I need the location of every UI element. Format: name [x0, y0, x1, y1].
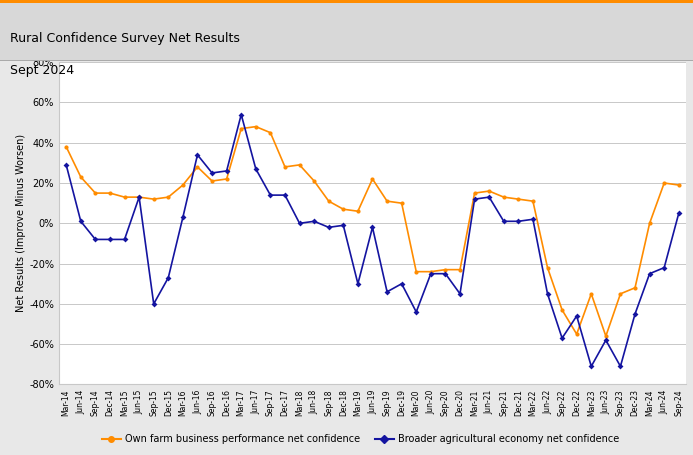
Broader agricultural economy net confidence: [91, 237, 100, 242]
Own farm business performance net confidence: [427, 269, 435, 274]
Broader agricultural economy net confidence: [383, 289, 392, 294]
Broader agricultural economy net confidence: [281, 192, 289, 198]
Broader agricultural economy net confidence: [441, 271, 450, 276]
Broader agricultural economy net confidence: [543, 291, 552, 297]
Own farm business performance net confidence: [222, 176, 231, 182]
Own farm business performance net confidence: [660, 180, 668, 186]
Broader agricultural economy net confidence: [266, 192, 274, 198]
Broader agricultural economy net confidence: [456, 291, 464, 297]
Own farm business performance net confidence: [266, 130, 274, 136]
Own farm business performance net confidence: [398, 201, 406, 206]
Own farm business performance net confidence: [150, 197, 158, 202]
Broader agricultural economy net confidence: [135, 194, 143, 200]
Own farm business performance net confidence: [485, 188, 493, 194]
Broader agricultural economy net confidence: [208, 170, 216, 176]
Broader agricultural economy net confidence: [324, 225, 333, 230]
Own farm business performance net confidence: [500, 194, 508, 200]
Own farm business performance net confidence: [369, 176, 377, 182]
Own farm business performance net confidence: [310, 178, 318, 184]
Own farm business performance net confidence: [587, 291, 595, 297]
Broader agricultural economy net confidence: [529, 217, 537, 222]
Own farm business performance net confidence: [529, 198, 537, 204]
Broader agricultural economy net confidence: [500, 218, 508, 224]
Broader agricultural economy net confidence: [631, 311, 639, 317]
Own farm business performance net confidence: [295, 162, 304, 167]
Own farm business performance net confidence: [383, 198, 392, 204]
Broader agricultural economy net confidence: [412, 309, 421, 315]
Text: Rural Confidence Survey Net Results: Rural Confidence Survey Net Results: [10, 32, 240, 45]
Broader agricultural economy net confidence: [398, 281, 406, 287]
Broader agricultural economy net confidence: [427, 271, 435, 276]
Own farm business performance net confidence: [208, 178, 216, 184]
Broader agricultural economy net confidence: [572, 313, 581, 318]
Own farm business performance net confidence: [441, 267, 450, 273]
Own farm business performance net confidence: [616, 291, 624, 297]
Broader agricultural economy net confidence: [310, 218, 318, 224]
Y-axis label: Net Results (Improve Minus Worsen): Net Results (Improve Minus Worsen): [16, 134, 26, 313]
Own farm business performance net confidence: [62, 144, 71, 150]
Line: Broader agricultural economy net confidence: Broader agricultural economy net confide…: [64, 112, 681, 369]
Text: Sept 2024: Sept 2024: [10, 64, 75, 77]
Broader agricultural economy net confidence: [237, 112, 245, 117]
Own farm business performance net confidence: [179, 182, 187, 188]
Broader agricultural economy net confidence: [339, 222, 347, 228]
Broader agricultural economy net confidence: [602, 338, 610, 343]
Own farm business performance net confidence: [471, 190, 479, 196]
Own farm business performance net confidence: [456, 267, 464, 273]
Broader agricultural economy net confidence: [353, 281, 362, 287]
Broader agricultural economy net confidence: [616, 364, 624, 369]
Broader agricultural economy net confidence: [164, 275, 173, 280]
Broader agricultural economy net confidence: [62, 162, 71, 167]
Broader agricultural economy net confidence: [121, 237, 129, 242]
Own farm business performance net confidence: [164, 194, 173, 200]
Own farm business performance net confidence: [106, 190, 114, 196]
Broader agricultural economy net confidence: [252, 166, 260, 172]
Own farm business performance net confidence: [237, 126, 245, 131]
Broader agricultural economy net confidence: [295, 221, 304, 226]
Own farm business performance net confidence: [645, 221, 653, 226]
Own farm business performance net confidence: [281, 164, 289, 170]
Own farm business performance net confidence: [353, 208, 362, 214]
Broader agricultural economy net confidence: [369, 225, 377, 230]
Broader agricultural economy net confidence: [77, 218, 85, 224]
Own farm business performance net confidence: [674, 182, 683, 188]
Broader agricultural economy net confidence: [150, 301, 158, 307]
Broader agricultural economy net confidence: [222, 168, 231, 174]
Own farm business performance net confidence: [558, 307, 566, 313]
Broader agricultural economy net confidence: [106, 237, 114, 242]
Own farm business performance net confidence: [77, 174, 85, 180]
Own farm business performance net confidence: [543, 265, 552, 270]
Broader agricultural economy net confidence: [674, 211, 683, 216]
Broader agricultural economy net confidence: [179, 215, 187, 220]
Own farm business performance net confidence: [252, 124, 260, 129]
Broader agricultural economy net confidence: [587, 364, 595, 369]
Own farm business performance net confidence: [91, 190, 100, 196]
Broader agricultural economy net confidence: [660, 265, 668, 270]
Own farm business performance net confidence: [121, 194, 129, 200]
Broader agricultural economy net confidence: [514, 218, 523, 224]
Broader agricultural economy net confidence: [558, 335, 566, 341]
Own farm business performance net confidence: [324, 198, 333, 204]
Own farm business performance net confidence: [602, 334, 610, 339]
Own farm business performance net confidence: [572, 331, 581, 337]
Own farm business performance net confidence: [412, 269, 421, 274]
Own farm business performance net confidence: [339, 207, 347, 212]
Legend: Own farm business performance net confidence, Broader agricultural economy net c: Own farm business performance net confid…: [98, 430, 623, 448]
Own farm business performance net confidence: [193, 164, 202, 170]
Line: Own farm business performance net confidence: Own farm business performance net confid…: [64, 125, 681, 338]
Broader agricultural economy net confidence: [485, 194, 493, 200]
Broader agricultural economy net confidence: [471, 197, 479, 202]
Broader agricultural economy net confidence: [645, 271, 653, 276]
Own farm business performance net confidence: [135, 194, 143, 200]
Own farm business performance net confidence: [631, 285, 639, 290]
Broader agricultural economy net confidence: [193, 152, 202, 157]
Own farm business performance net confidence: [514, 197, 523, 202]
